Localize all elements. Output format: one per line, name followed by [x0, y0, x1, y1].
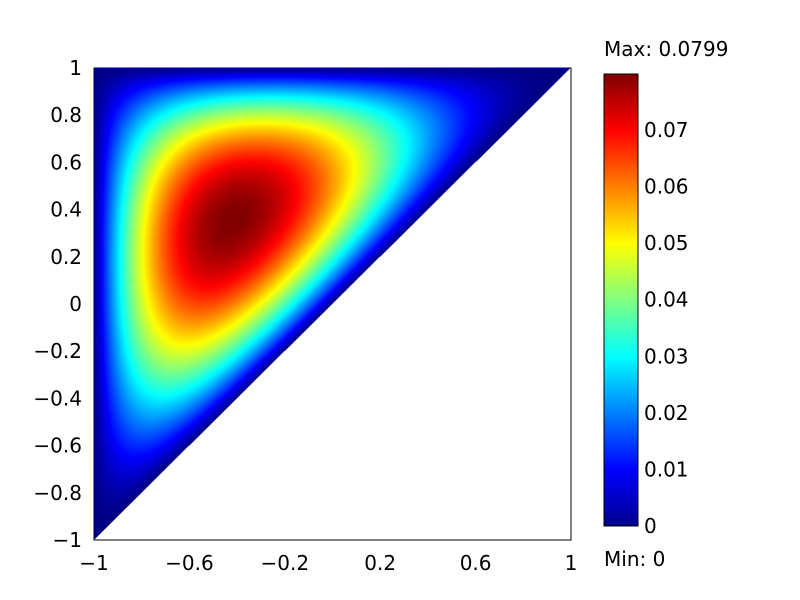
colorbar-tick-label: 0.03	[644, 344, 689, 368]
y-tick-label: 0.4	[50, 198, 82, 222]
x-tick-label: 1	[565, 551, 578, 575]
colorbar-tick-label: 0.06	[644, 175, 689, 199]
colorbar-tick-label: 0.07	[644, 118, 689, 142]
colorbar-tick-label: 0.02	[644, 401, 689, 425]
x-tick-label: −1	[79, 551, 108, 575]
y-tick-label: 0	[69, 292, 82, 316]
y-axis-tick-labels: 1 0.8 0.6 0.4 0.2 0 −0.2 −0.4 −0.6 −0.8 −1	[33, 56, 82, 552]
colorbar-min-label: Min: 0	[604, 547, 665, 571]
y-tick-label: 0.2	[50, 245, 82, 269]
colorbar-tick-label: 0.04	[644, 288, 689, 312]
y-tick-label: 1	[69, 56, 82, 80]
y-tick-label: −0.2	[33, 339, 82, 363]
colorbar-tick-label: 0.01	[644, 457, 689, 481]
colorbar-tick-labels: 0.07 0.06 0.05 0.04 0.03 0.02 0.01 0	[644, 118, 689, 538]
plot-area	[93, 67, 572, 541]
colorbar: 0.07 0.06 0.05 0.04 0.03 0.02 0.01 0 Max: 0.079…	[603, 37, 728, 571]
colorbar-tick-label: 0.05	[644, 231, 689, 255]
y-tick-label: 0.8	[50, 103, 82, 127]
colorbar-max-label: Max: 0.0799	[604, 37, 728, 61]
y-tick-label: 0.6	[50, 150, 82, 174]
y-tick-label: −0.4	[33, 386, 82, 410]
y-tick-label: −1	[53, 528, 82, 552]
colorbar-tick-label: 0	[644, 514, 657, 538]
colorbar-gradient	[603, 73, 639, 527]
x-tick-label: 0.2	[364, 551, 396, 575]
x-axis-tick-labels: −1 −0.6 −0.2 0.2 0.6 1	[79, 551, 577, 575]
x-tick-label: −0.2	[261, 551, 310, 575]
x-tick-label: 0.6	[460, 551, 492, 575]
y-tick-label: −0.8	[33, 481, 82, 505]
y-tick-label: −0.6	[33, 434, 82, 458]
x-tick-label: −0.6	[165, 551, 214, 575]
